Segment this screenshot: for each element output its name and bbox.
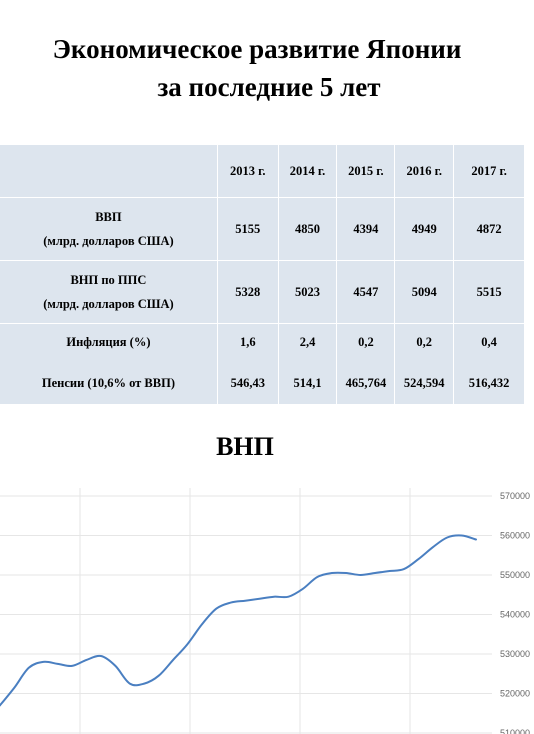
row-label-main: ВНП по ППС bbox=[70, 273, 147, 287]
page-title: Экономическое развитие Японии за последн… bbox=[0, 30, 534, 106]
table-cell: 4547 bbox=[336, 260, 395, 324]
y-tick-label: 540000 bbox=[500, 610, 530, 620]
year-header: 2016 г. bbox=[394, 145, 454, 198]
year-header: 2015 г. bbox=[336, 145, 395, 198]
economy-table: 2013 г. 2014 г. 2015 г. 2016 г. 2017 г. … bbox=[0, 145, 524, 406]
table-cell: 546,43 bbox=[216, 360, 279, 406]
chart-gridlines bbox=[0, 488, 492, 734]
year-header: 2014 г. bbox=[277, 145, 337, 198]
table-row-pensions: Пенсии (10,6% от ВВП) 546,43 514,1 465,7… bbox=[0, 360, 524, 406]
table-cell: 514,1 bbox=[277, 360, 337, 406]
table-header-empty bbox=[0, 145, 218, 198]
table-cell: 516,432 bbox=[453, 360, 524, 406]
table-row-inflation: Инфляция (%) 1,6 2,4 0,2 0,2 0,4 bbox=[0, 323, 524, 360]
title-line-1: Экономическое развитие Японии bbox=[52, 34, 462, 64]
chart-title: ВНП bbox=[216, 432, 274, 461]
chart-y-ticks: 570000 560000 550000 540000 530000 520000 5100… bbox=[500, 491, 530, 734]
row-label-main: ВВП bbox=[95, 210, 122, 224]
table-cell: 5155 bbox=[216, 197, 279, 261]
table-cell: 5515 bbox=[453, 260, 524, 324]
table-cell: 0,4 bbox=[453, 323, 524, 360]
table-cell: 4949 bbox=[394, 197, 454, 261]
y-tick-label: 570000 bbox=[500, 491, 530, 501]
y-tick-label: 510000 bbox=[500, 728, 530, 734]
gnp-series-line bbox=[0, 534, 477, 707]
row-label: ВВП (млрд. долларов США) bbox=[0, 197, 218, 261]
table-cell: 1,6 bbox=[216, 323, 279, 360]
year-header: 2013 г. bbox=[216, 145, 279, 198]
y-tick-label: 550000 bbox=[500, 570, 530, 580]
table-cell: 5023 bbox=[277, 260, 337, 324]
table-cell: 4394 bbox=[336, 197, 395, 261]
table-cell: 4872 bbox=[453, 197, 524, 261]
table-cell: 4850 bbox=[277, 197, 337, 261]
row-label: ВНП по ППС (млрд. долларов США) bbox=[0, 260, 218, 324]
table-cell: 0,2 bbox=[394, 323, 454, 360]
table-cell: 5328 bbox=[216, 260, 279, 324]
row-label: Пенсии (10,6% от ВВП) bbox=[41, 376, 175, 390]
title-line-2: за последние 5 лет bbox=[157, 72, 381, 102]
gnp-line-chart: 570000 560000 550000 540000 530000 520000 5100… bbox=[0, 488, 530, 734]
table-cell: 5094 bbox=[394, 260, 454, 324]
year-header: 2017 г. bbox=[453, 145, 524, 198]
y-tick-label: 560000 bbox=[500, 531, 530, 541]
table-header-row: 2013 г. 2014 г. 2015 г. 2016 г. 2017 г. bbox=[0, 145, 524, 198]
y-tick-label: 520000 bbox=[500, 689, 530, 699]
table-row-gnp-ppp: ВНП по ППС (млрд. долларов США) 5328 502… bbox=[0, 260, 524, 324]
table-cell: 524,594 bbox=[394, 360, 454, 406]
table-cell: 2,4 bbox=[277, 323, 337, 360]
table-row-gdp: ВВП (млрд. долларов США) 5155 4850 4394 … bbox=[0, 197, 524, 261]
row-label-sub: (млрд. долларов США) bbox=[43, 297, 174, 311]
table-cell: 0,2 bbox=[336, 323, 395, 360]
y-tick-label: 530000 bbox=[500, 649, 530, 659]
row-label: Инфляция (%) bbox=[66, 335, 151, 349]
row-label-sub: (млрд. долларов США) bbox=[43, 234, 174, 248]
table-cell: 465,764 bbox=[336, 360, 395, 406]
economy-table-container: 2013 г. 2014 г. 2015 г. 2016 г. 2017 г. … bbox=[0, 145, 524, 406]
